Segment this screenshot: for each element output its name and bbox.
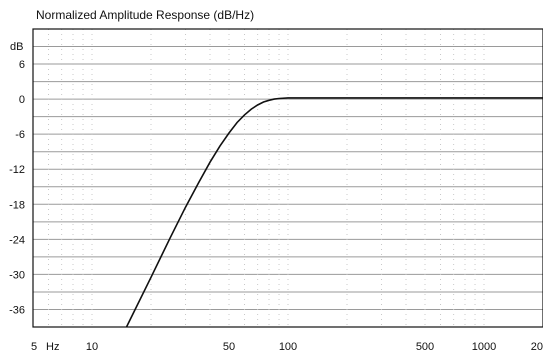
x-tick-label: 2000 (531, 341, 543, 353)
y-tick-label: -36 (9, 304, 25, 316)
y-tick-label: 6 (19, 59, 25, 71)
x-tick-label: 100 (279, 341, 297, 353)
plot-frame (32, 28, 543, 328)
x-tick-label: 50 (223, 341, 235, 353)
y-tick-label: -18 (9, 199, 25, 211)
grid (33, 29, 543, 327)
x-tick-label: 10 (86, 341, 98, 353)
y-tick-label: -30 (9, 269, 25, 281)
x-tick-label: 1000 (472, 341, 496, 353)
y-tick-label: -24 (9, 234, 25, 246)
response-curve (125, 97, 543, 328)
y-tick-labels: 6 0 -6 -12 -18 -24 -30 -36 (9, 59, 25, 316)
chart-title: Normalized Amplitude Response (dB/Hz) (36, 8, 254, 22)
x-tick-labels: 5 10 50 100 500 1000 2000 (31, 341, 543, 353)
x-axis-label: Hz (46, 341, 59, 353)
y-axis-label: dB (10, 41, 23, 53)
y-tick-label: -6 (15, 129, 25, 141)
x-tick-label: 500 (416, 341, 434, 353)
y-tick-label: -12 (9, 164, 25, 176)
x-tick-label: 5 (31, 341, 37, 353)
y-tick-label: 0 (19, 94, 25, 106)
